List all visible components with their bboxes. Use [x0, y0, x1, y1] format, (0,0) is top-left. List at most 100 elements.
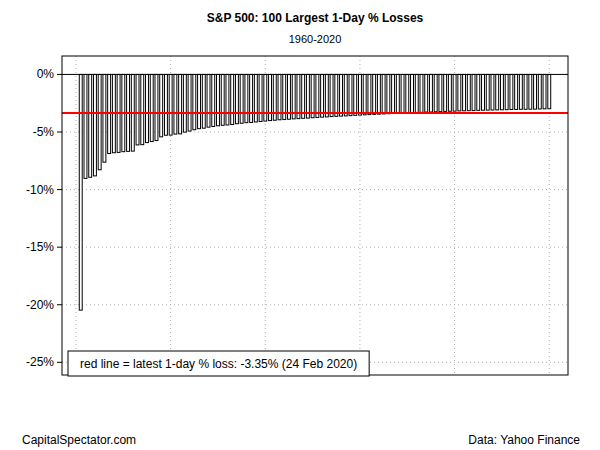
- grid-line: [62, 74, 568, 75]
- grid-line: [62, 247, 568, 248]
- bar: [392, 74, 395, 113]
- bar: [321, 74, 324, 117]
- bar: [510, 74, 513, 109]
- bar: [188, 74, 191, 131]
- chart: S&P 500: 100 Largest 1-Day % Losses 1960-…: [0, 0, 600, 450]
- bar: [415, 74, 418, 112]
- bar: [358, 74, 361, 115]
- plot-frame: [62, 56, 568, 375]
- bar: [221, 74, 224, 125]
- bar: [368, 74, 371, 114]
- bar: [429, 74, 432, 112]
- bar: [231, 74, 234, 124]
- grid-line: [359, 56, 360, 375]
- tick-mark: [57, 247, 62, 248]
- bar: [240, 74, 243, 123]
- bar: [344, 74, 347, 115]
- bar: [529, 74, 532, 109]
- bar: [164, 74, 167, 135]
- bar: [174, 74, 177, 134]
- bar: [548, 74, 551, 108]
- tick-mark: [57, 189, 62, 190]
- tick-mark: [57, 362, 62, 363]
- tick-label: 0%: [37, 67, 55, 81]
- bar: [458, 74, 461, 111]
- bars: [79, 74, 550, 310]
- bar: [160, 74, 163, 136]
- bar: [491, 74, 494, 110]
- subtitle: 1960-2020: [289, 33, 342, 45]
- bar: [420, 74, 423, 112]
- bar: [377, 74, 380, 114]
- tick-mark: [57, 74, 62, 75]
- bar: [150, 74, 153, 141]
- tick-mark: [57, 304, 62, 305]
- bar: [146, 74, 149, 142]
- bar: [217, 74, 220, 125]
- bar: [254, 74, 257, 122]
- bar: [482, 74, 485, 110]
- bar: [538, 74, 541, 109]
- bar: [340, 74, 343, 116]
- bar: [401, 74, 404, 113]
- bar: [141, 74, 144, 144]
- bar: [396, 74, 399, 113]
- bar: [259, 74, 262, 121]
- lines: [62, 74, 568, 113]
- bar: [212, 74, 215, 126]
- annotation-box: [68, 351, 369, 376]
- bar: [354, 74, 357, 115]
- bar: [93, 74, 96, 175]
- bar: [136, 74, 139, 144]
- grid: [62, 56, 568, 375]
- bar: [226, 74, 229, 125]
- bar: [519, 74, 522, 109]
- bar: [264, 74, 267, 121]
- grid-line: [170, 56, 171, 375]
- bar: [515, 74, 518, 109]
- tick-label: -5%: [33, 125, 55, 139]
- tick-label: -20%: [26, 298, 54, 312]
- annotation: red line = latest 1-day % loss: -3.35% (…: [68, 351, 369, 376]
- bar: [325, 74, 328, 116]
- bar: [411, 74, 414, 112]
- grid-line: [76, 56, 77, 375]
- bar: [250, 74, 253, 122]
- bar: [198, 74, 201, 128]
- bar: [472, 74, 475, 110]
- bar: [534, 74, 537, 109]
- bar: [373, 74, 376, 114]
- bar: [311, 74, 314, 117]
- tick-label: -10%: [26, 183, 54, 197]
- bar: [406, 74, 409, 112]
- y-axis: 0%-5%-10%-15%-20%-25%: [26, 67, 62, 369]
- bar: [543, 74, 546, 108]
- bar: [84, 74, 87, 178]
- bar: [103, 74, 106, 162]
- grid-line: [265, 56, 266, 375]
- bar: [363, 74, 366, 114]
- bar: [505, 74, 508, 109]
- bar: [387, 74, 390, 113]
- bar: [434, 74, 437, 111]
- bar: [193, 74, 196, 129]
- background: [0, 0, 600, 450]
- bar: [155, 74, 158, 140]
- bar: [486, 74, 489, 110]
- bar: [444, 74, 447, 111]
- bar: [524, 74, 527, 109]
- bar: [207, 74, 210, 127]
- grid-line: [62, 189, 568, 190]
- bar: [245, 74, 248, 122]
- reference-line: [62, 112, 568, 114]
- bar: [453, 74, 456, 111]
- bar: [496, 74, 499, 109]
- bar: [500, 74, 503, 109]
- bar: [335, 74, 338, 116]
- bar: [382, 74, 385, 114]
- bar: [306, 74, 309, 118]
- bar: [463, 74, 466, 110]
- bar: [98, 74, 101, 169]
- bar: [89, 74, 92, 177]
- title: S&P 500: 100 Largest 1-Day % Losses: [207, 11, 424, 25]
